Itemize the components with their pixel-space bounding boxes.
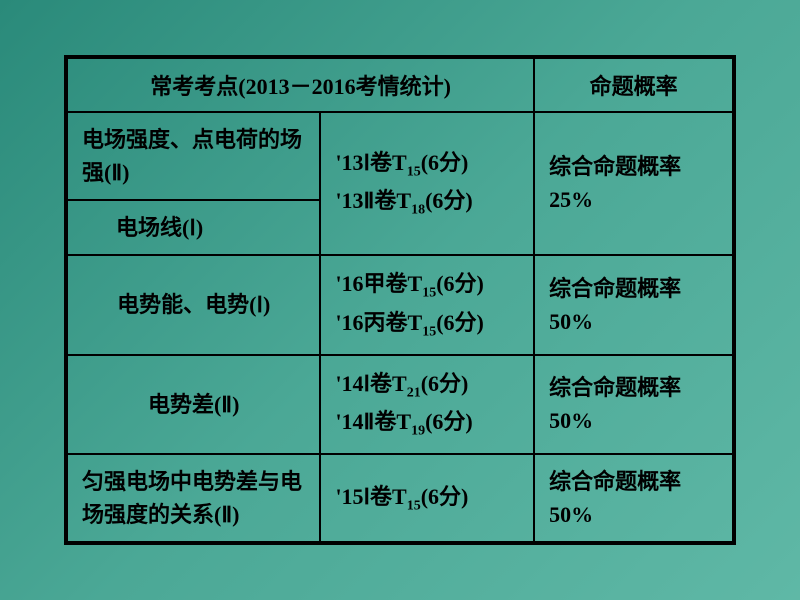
topic-cell: 电场线(Ⅰ) (67, 200, 320, 255)
prob-line1: 综合命题概率 (549, 469, 681, 494)
exam-line1-pre: '14Ⅰ卷T (335, 371, 406, 396)
exam-line1-pre: '15Ⅰ卷T (335, 484, 406, 509)
row-3: 电势差(Ⅱ) '14Ⅰ卷T21(6分) '14Ⅱ卷T19(6分) 综合命题概率 … (67, 355, 733, 455)
exam-line1-sub: 21 (407, 385, 421, 400)
prob-cell: 综合命题概率 50% (534, 255, 733, 355)
exam-line1-pre: '16甲卷T (335, 271, 422, 296)
prob-line2: 50% (549, 309, 593, 334)
prob-line1: 综合命题概率 (549, 276, 681, 301)
topic-cell: 匀强电场中电势差与电场强度的关系(Ⅱ) (67, 454, 320, 542)
exam-line2-sub: 19 (411, 424, 425, 439)
exam-cell: '15Ⅰ卷T15(6分) (320, 454, 534, 542)
header-row: 常考考点(2013－2016考情统计) 命题概率 (67, 58, 733, 112)
exam-line1-pre: '13Ⅰ卷T (335, 150, 406, 175)
exam-line2-post: (6分) (425, 188, 473, 213)
prob-line1: 综合命题概率 (549, 375, 681, 400)
exam-line2-sub: 15 (422, 324, 436, 339)
exam-line2-pre: '14Ⅱ卷T (335, 409, 411, 434)
prob-line2: 50% (549, 502, 593, 527)
exam-line1-post: (6分) (421, 484, 469, 509)
exam-line2-post: (6分) (425, 409, 473, 434)
prob-line2: 25% (549, 187, 593, 212)
exam-line2-post: (6分) (436, 310, 484, 335)
exam-line2-sub: 18 (411, 203, 425, 218)
header-right: 命题概率 (534, 58, 733, 112)
exam-stats-table: 常考考点(2013－2016考情统计) 命题概率 电场强度、点电荷的场强(Ⅱ) … (64, 55, 736, 545)
topic-cell: 电势能、电势(Ⅰ) (67, 255, 320, 355)
topic-cell: 电势差(Ⅱ) (67, 355, 320, 455)
row-1a: 电场强度、点电荷的场强(Ⅱ) '13Ⅰ卷T15(6分) '13Ⅱ卷T18(6分)… (67, 112, 733, 200)
exam-line2-pre: '16丙卷T (335, 310, 422, 335)
header-left: 常考考点(2013－2016考情统计) (67, 58, 534, 112)
topic-cell: 电场强度、点电荷的场强(Ⅱ) (67, 112, 320, 200)
prob-line1: 综合命题概率 (549, 154, 681, 179)
exam-line1-sub: 15 (407, 164, 421, 179)
exam-line2-pre: '13Ⅱ卷T (335, 188, 411, 213)
row-4: 匀强电场中电势差与电场强度的关系(Ⅱ) '15Ⅰ卷T15(6分) 综合命题概率 … (67, 454, 733, 542)
row-2: 电势能、电势(Ⅰ) '16甲卷T15(6分) '16丙卷T15(6分) 综合命题… (67, 255, 733, 355)
exam-line1-sub: 15 (407, 498, 421, 513)
table: 常考考点(2013－2016考情统计) 命题概率 电场强度、点电荷的场强(Ⅱ) … (66, 57, 734, 543)
exam-line1-post: (6分) (421, 150, 469, 175)
prob-cell: 综合命题概率 50% (534, 454, 733, 542)
exam-line1-post: (6分) (436, 271, 484, 296)
exam-cell: '14Ⅰ卷T21(6分) '14Ⅱ卷T19(6分) (320, 355, 534, 455)
prob-cell: 综合命题概率 25% (534, 112, 733, 255)
exam-line1-sub: 15 (422, 285, 436, 300)
prob-line2: 50% (549, 408, 593, 433)
exam-cell: '13Ⅰ卷T15(6分) '13Ⅱ卷T18(6分) (320, 112, 534, 255)
exam-line1-post: (6分) (421, 371, 469, 396)
prob-cell: 综合命题概率 50% (534, 355, 733, 455)
exam-cell: '16甲卷T15(6分) '16丙卷T15(6分) (320, 255, 534, 355)
